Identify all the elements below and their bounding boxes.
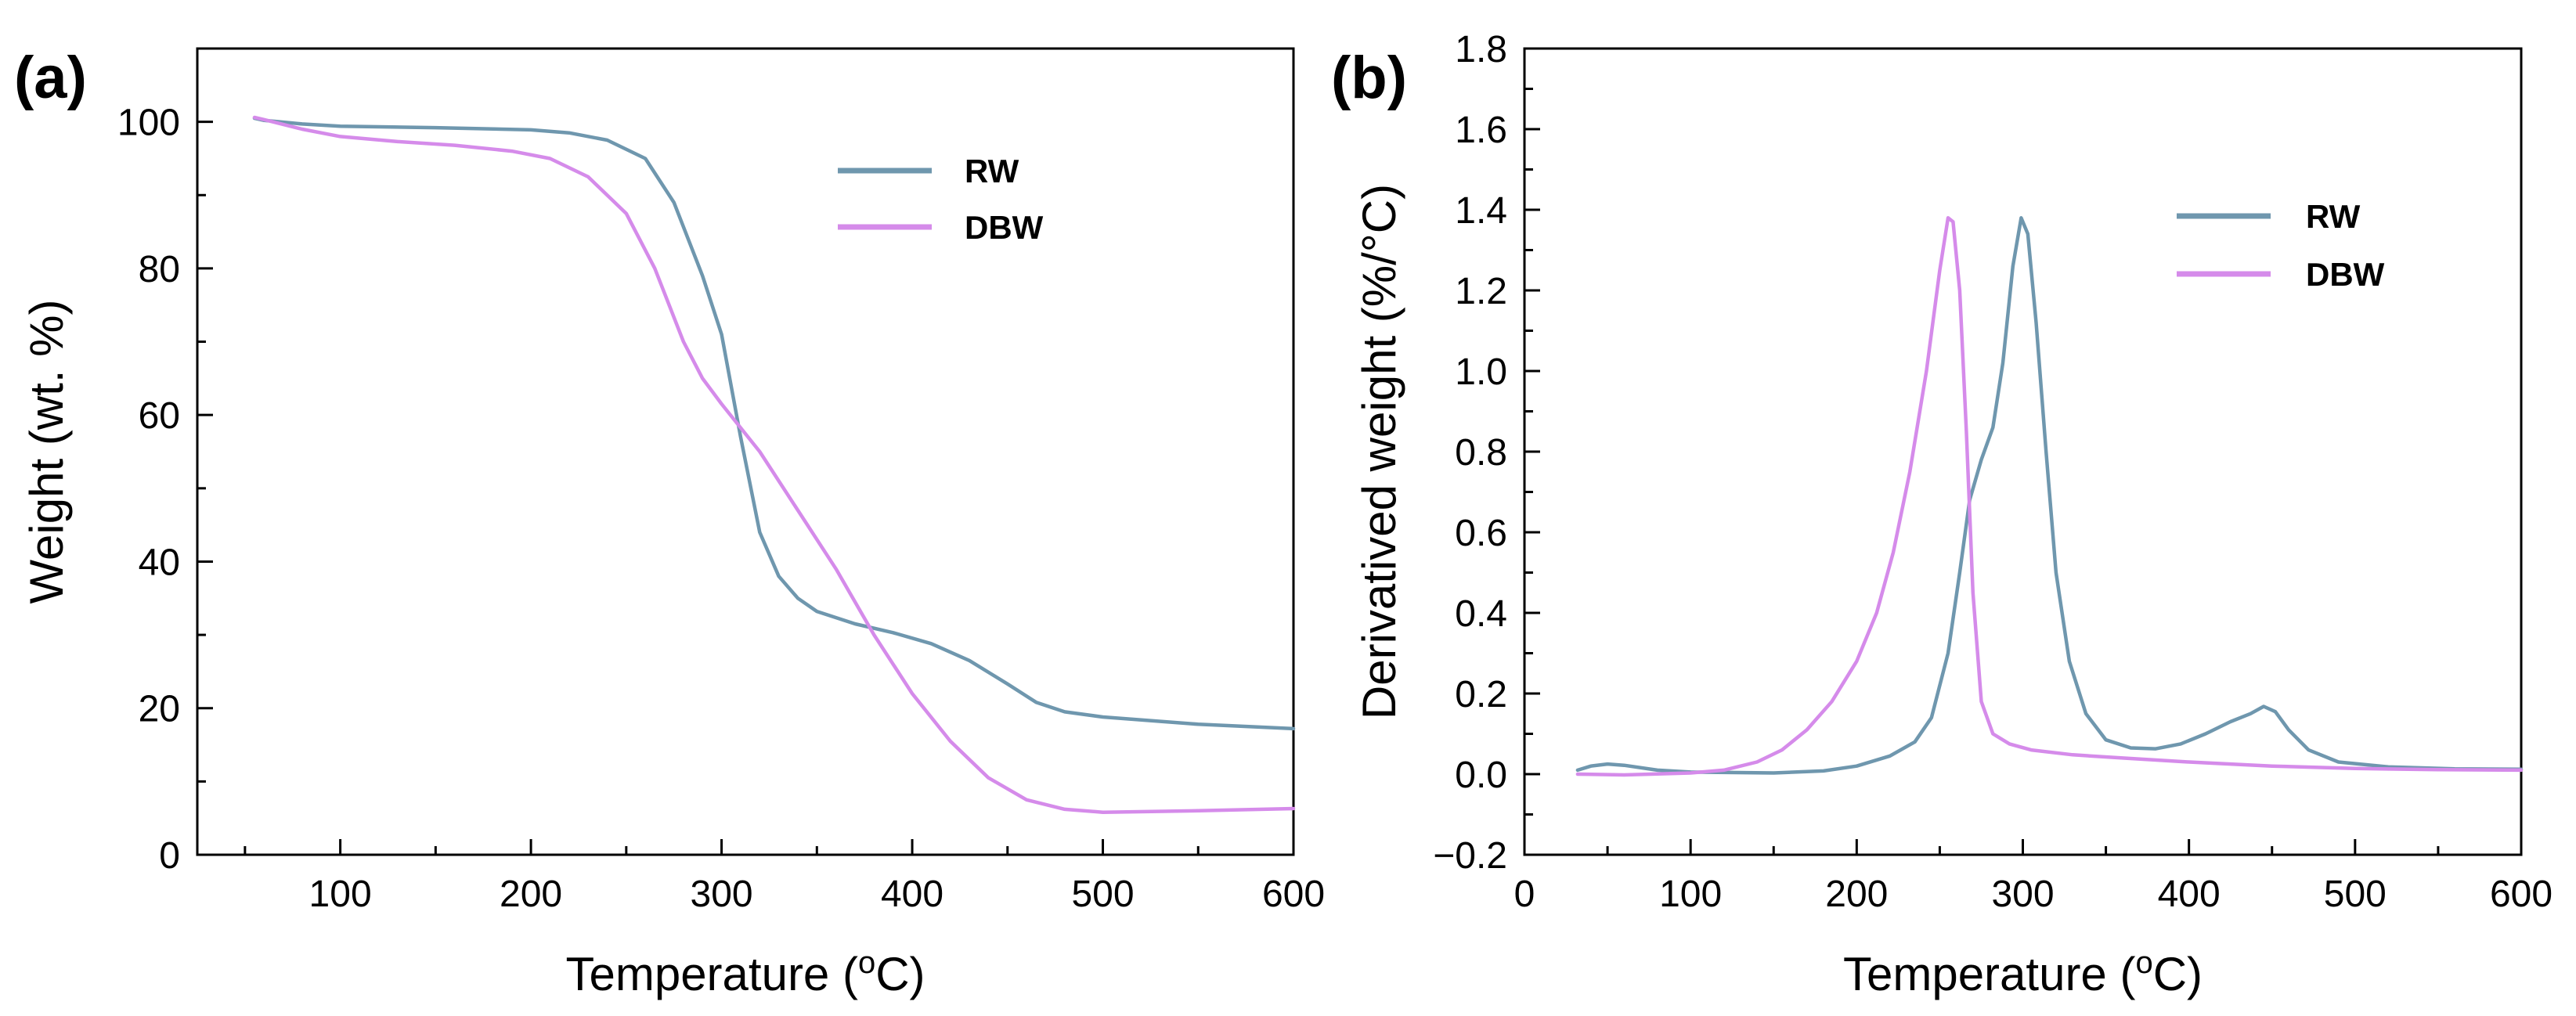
y-tick-label: −0.2	[1433, 835, 1507, 877]
x-axis-title: Temperature (oC)	[1843, 946, 2203, 1000]
y-tick-label: 40	[139, 542, 180, 583]
legend-label-rw: RW	[2306, 198, 2361, 235]
legend-label-dbw: DBW	[2306, 256, 2385, 293]
y-axis-title: Weight (wt. %)	[20, 300, 73, 604]
y-tick-label: 1.8	[1455, 29, 1507, 70]
y-tick-label: 1.0	[1455, 351, 1507, 393]
plot-frame-a	[196, 47, 1295, 856]
x-tick-label: 600	[1262, 874, 1325, 915]
x-tick-label: 0	[1514, 874, 1535, 915]
y-tick-label: 20	[139, 689, 180, 730]
y-tick-label: 0.4	[1455, 593, 1507, 635]
x-axis-title: Temperature (oC)	[565, 946, 925, 1000]
x-tick-label: 600	[2490, 874, 2553, 915]
panel-b: 0 100 200 300 400 500 600 −0.2 0.0 0.2 0.4 0.6 0.8 1.…	[1331, 29, 2553, 1000]
y-tick-label: 0.6	[1455, 513, 1507, 554]
y-tick-label: 1.2	[1455, 271, 1507, 312]
x-tick-label: 200	[500, 874, 562, 915]
x-axis-title-end: C)	[2153, 948, 2203, 1000]
y-tick-label: 1.4	[1455, 190, 1507, 232]
y-tick-label: 0.8	[1455, 432, 1507, 474]
x-tick-label: 500	[1071, 874, 1134, 915]
x-axis-title-superscript: o	[858, 946, 875, 980]
panel-a: 100 200 300 400 500 600 0 20 40 60 80 100 Temperatur…	[14, 45, 1325, 1000]
series-line-rw	[1575, 216, 2524, 775]
series-line-rw	[252, 116, 1296, 731]
y-tick-label: 0.2	[1455, 674, 1507, 715]
y-axis-title: Derivatived weight (%/°C)	[1353, 184, 1405, 719]
panel-label: (a)	[14, 45, 87, 111]
series-line-dbw	[252, 115, 1296, 814]
x-tick-label: 500	[2324, 874, 2387, 915]
series-line-dbw	[1575, 216, 2524, 777]
x-tick-label: 400	[881, 874, 943, 915]
x-axis-title-end: C)	[875, 948, 925, 1000]
x-axis-title-main: Temperature (	[1843, 948, 2135, 1000]
legend-label-dbw: DBW	[965, 209, 1044, 246]
x-tick-label: 200	[1825, 874, 1888, 915]
x-tick-label: 100	[309, 874, 372, 915]
y-tick-label: 100	[117, 103, 180, 144]
legend-label-rw: RW	[965, 153, 1019, 189]
x-tick-label: 300	[1991, 874, 2054, 915]
x-tick-label: 400	[2158, 874, 2221, 915]
x-axis-title-superscript: o	[2135, 946, 2152, 980]
plot-frame-b	[1523, 47, 2523, 856]
y-tick-label: 1.6	[1455, 110, 1507, 151]
y-tick-label: 80	[139, 249, 180, 290]
y-tick-label: 0	[159, 835, 180, 877]
x-axis-title-main: Temperature (	[565, 948, 857, 1000]
y-tick-label: 0.0	[1455, 755, 1507, 796]
y-tick-label: 60	[139, 395, 180, 437]
x-tick-label: 300	[691, 874, 753, 915]
x-tick-label: 100	[1659, 874, 1722, 915]
panel-label: (b)	[1331, 45, 1407, 111]
